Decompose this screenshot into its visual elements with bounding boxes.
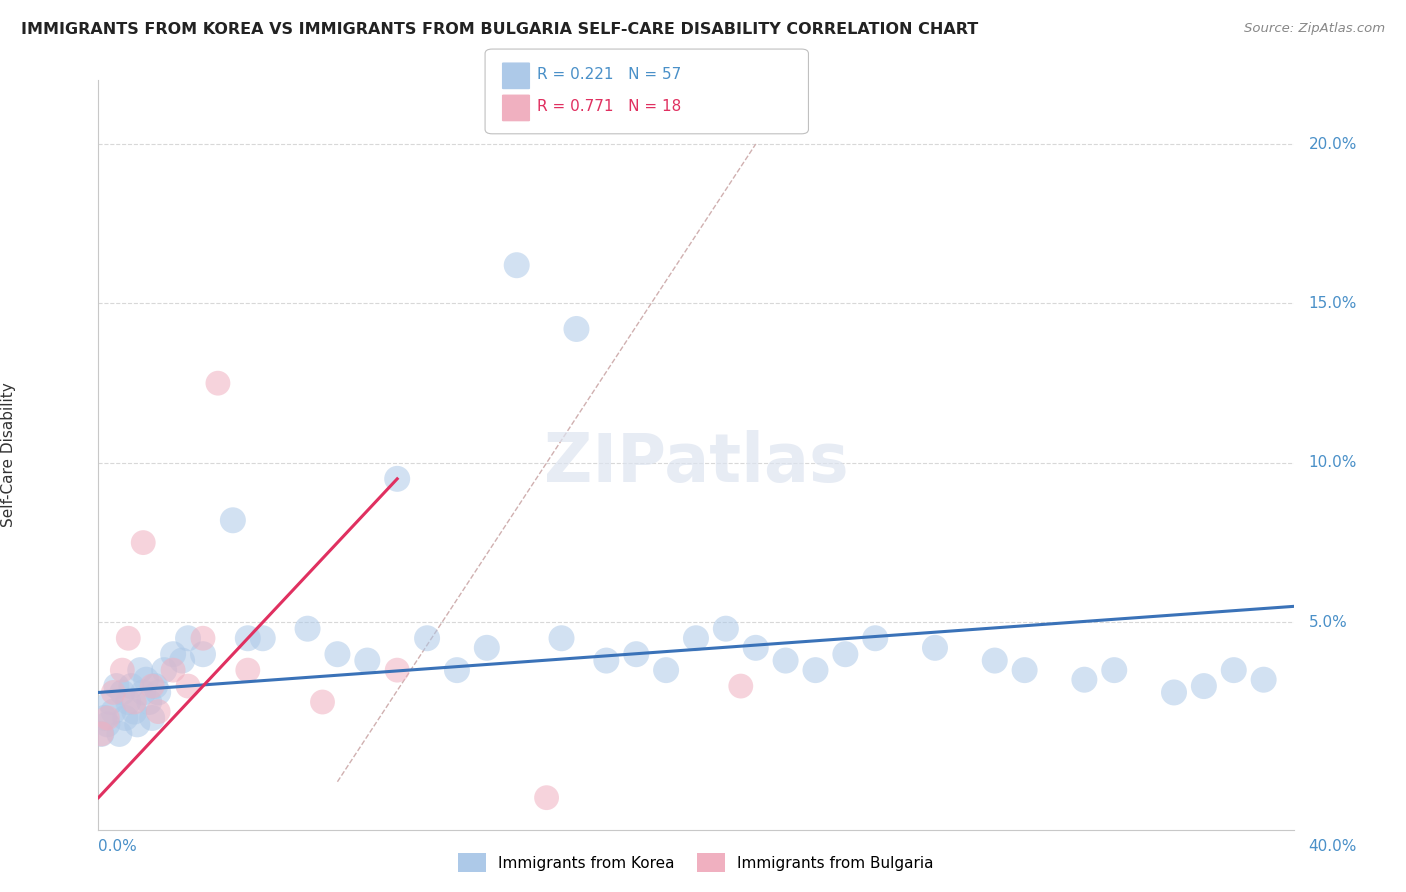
Point <box>138 695 160 709</box>
Point <box>536 790 558 805</box>
Text: 15.0%: 15.0% <box>1309 296 1357 311</box>
Point <box>506 258 529 272</box>
Point <box>207 376 229 391</box>
Point <box>108 727 131 741</box>
Point <box>745 640 768 655</box>
Point <box>105 679 128 693</box>
Text: ZIPatlas: ZIPatlas <box>544 430 848 496</box>
Point <box>132 535 155 549</box>
Point <box>222 513 245 527</box>
Point <box>177 679 200 693</box>
Point <box>1073 673 1095 687</box>
Point <box>1192 679 1215 693</box>
Point <box>311 695 333 709</box>
Text: 20.0%: 20.0% <box>1309 136 1357 152</box>
Point <box>595 654 617 668</box>
Text: IMMIGRANTS FROM KOREA VS IMMIGRANTS FROM BULGARIA SELF-CARE DISABILITY CORRELATI: IMMIGRANTS FROM KOREA VS IMMIGRANTS FROM… <box>21 22 979 37</box>
Point <box>148 685 170 699</box>
Point <box>1223 663 1246 677</box>
Point <box>103 685 125 699</box>
Text: Source: ZipAtlas.com: Source: ZipAtlas.com <box>1244 22 1385 36</box>
Point <box>117 632 139 646</box>
Text: R = 0.771   N = 18: R = 0.771 N = 18 <box>537 99 682 113</box>
Point <box>191 632 214 646</box>
Point <box>775 654 797 668</box>
Point <box>385 472 409 486</box>
Point <box>117 695 139 709</box>
Point <box>135 673 157 687</box>
Point <box>124 695 146 709</box>
Text: 40.0%: 40.0% <box>1309 839 1357 855</box>
Point <box>111 685 134 699</box>
Text: Self-Care Disability: Self-Care Disability <box>1 383 17 527</box>
Point <box>141 679 163 693</box>
Point <box>132 685 155 699</box>
Point <box>714 622 737 636</box>
Point <box>90 727 112 741</box>
Point <box>96 711 118 725</box>
Text: 0.0%: 0.0% <box>98 839 138 855</box>
Point <box>865 632 887 646</box>
Point <box>655 663 678 677</box>
Point <box>177 632 200 646</box>
Point <box>129 663 152 677</box>
Point <box>124 705 146 719</box>
Point <box>834 647 856 661</box>
Point <box>385 663 409 677</box>
Point <box>114 711 136 725</box>
Point <box>984 654 1007 668</box>
Point <box>98 695 122 709</box>
Point <box>148 705 170 719</box>
Point <box>1163 685 1185 699</box>
Point <box>416 632 439 646</box>
Text: R = 0.221   N = 57: R = 0.221 N = 57 <box>537 67 682 81</box>
Point <box>804 663 827 677</box>
Point <box>924 640 946 655</box>
Point <box>96 717 118 731</box>
Point <box>252 632 274 646</box>
Point <box>356 654 378 668</box>
Point <box>162 663 184 677</box>
Point <box>93 711 115 725</box>
Point <box>297 622 319 636</box>
Point <box>326 647 349 661</box>
Point <box>172 654 194 668</box>
Point <box>191 647 214 661</box>
Point <box>1014 663 1036 677</box>
Point <box>1104 663 1126 677</box>
Point <box>685 632 707 646</box>
Point <box>127 717 149 731</box>
Point <box>236 632 259 646</box>
Point <box>143 679 166 693</box>
Point <box>120 679 142 693</box>
Point <box>730 679 752 693</box>
Point <box>103 705 125 719</box>
Point <box>475 640 498 655</box>
Point <box>153 663 176 677</box>
Point <box>236 663 259 677</box>
Text: 5.0%: 5.0% <box>1309 615 1347 630</box>
Legend: Immigrants from Korea, Immigrants from Bulgaria: Immigrants from Korea, Immigrants from B… <box>453 847 939 878</box>
Point <box>141 711 163 725</box>
Point <box>626 647 648 661</box>
Point <box>550 632 572 646</box>
Text: 10.0%: 10.0% <box>1309 456 1357 470</box>
Point <box>446 663 468 677</box>
Point <box>162 647 184 661</box>
Point <box>1253 673 1275 687</box>
Point <box>90 727 112 741</box>
Point <box>111 663 134 677</box>
Point <box>565 322 588 336</box>
